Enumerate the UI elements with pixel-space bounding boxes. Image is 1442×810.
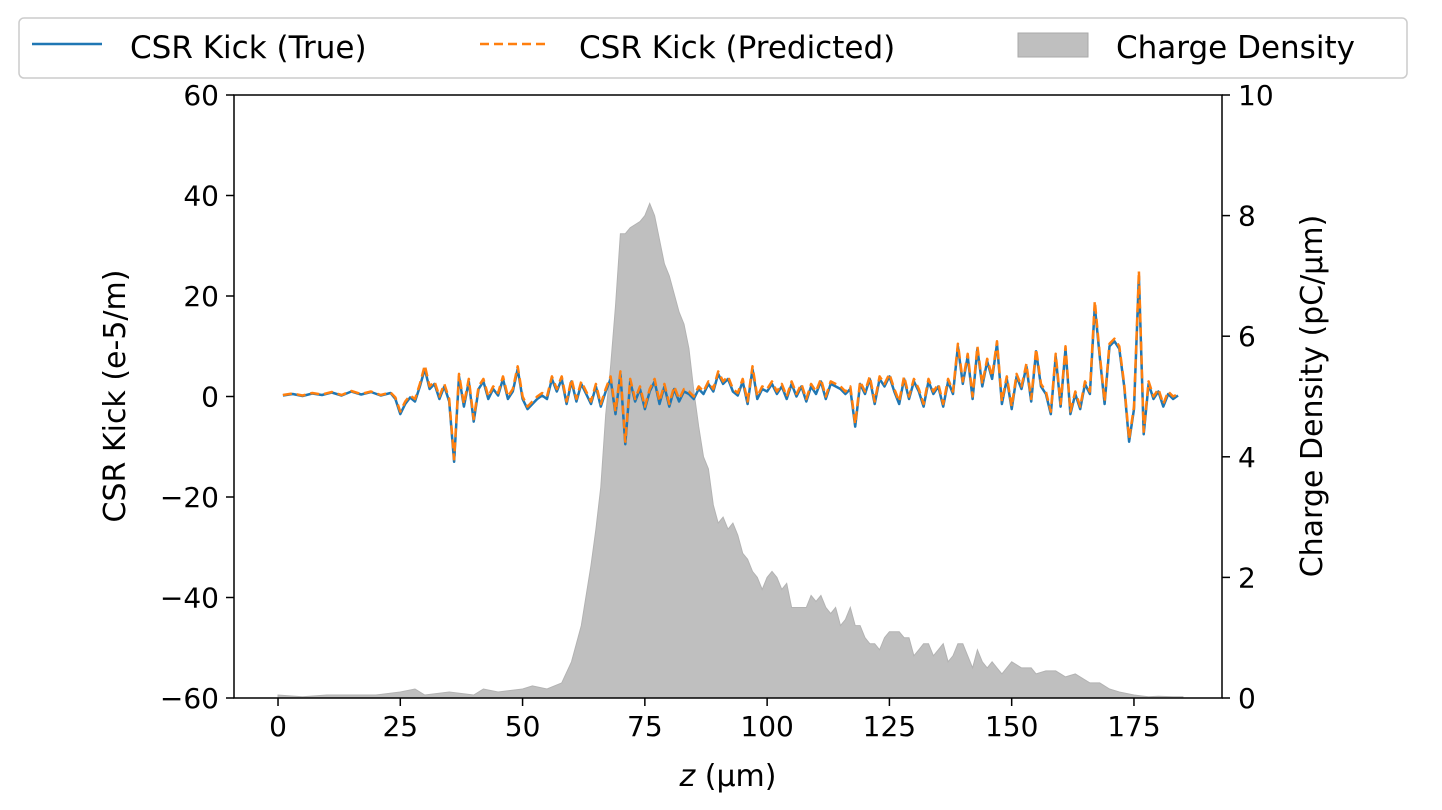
x-tick-label: 50 (505, 710, 541, 743)
x-axis-label-variable: z (678, 759, 696, 794)
series-charge-density-area (277, 202, 1184, 699)
y-left-tick-label: −60 (160, 682, 219, 715)
legend-swatch-density (1017, 32, 1089, 58)
y-left-tick-label: 0 (201, 381, 219, 414)
x-tick-label: 125 (863, 710, 916, 743)
y-right-tick-label: 8 (1238, 200, 1256, 233)
y-right-tick-label: 2 (1238, 561, 1256, 594)
x-axis-label: z (µm) (678, 759, 776, 794)
x-axis-label-unit: (µm) (695, 759, 776, 794)
x-tick-label: 75 (627, 710, 663, 743)
y-axis-label-left: CSR Kick (e-5/m) (98, 270, 133, 523)
y-left-tick-label: 60 (183, 79, 219, 112)
y-left-tick-label: −40 (160, 582, 219, 615)
legend-label-true: CSR Kick (True) (130, 30, 367, 66)
legend-label-predicted: CSR Kick (Predicted) (579, 30, 895, 66)
series-csr-kick-true-line (282, 274, 1179, 464)
x-tick-label: 0 (269, 710, 287, 743)
legend: CSR Kick (True) CSR Kick (Predicted) Cha… (18, 17, 1408, 79)
x-tick-label: 175 (1107, 710, 1160, 743)
series-csr-kick-predicted-line (282, 269, 1179, 461)
y-axis-label-right: Charge Density (pC/µm) (1295, 215, 1330, 578)
x-tick-label: 100 (740, 710, 793, 743)
x-tick-label: 25 (382, 710, 418, 743)
y-left-tick-label: −20 (160, 481, 219, 514)
y-right-tick-label: 4 (1238, 441, 1256, 474)
plot-area: 0 25 50 75 100 125 150 1756040200−20−40−6010864… (160, 79, 1274, 743)
y-left-tick-label: 40 (183, 180, 219, 213)
y-right-tick-label: 0 (1238, 682, 1256, 715)
y-right-tick-label: 10 (1238, 79, 1274, 112)
legend-label-density: Charge Density (1116, 30, 1355, 66)
y-left-tick-label: 20 (183, 280, 219, 313)
y-right-tick-label: 6 (1238, 320, 1256, 353)
x-tick-label: 150 (985, 710, 1038, 743)
